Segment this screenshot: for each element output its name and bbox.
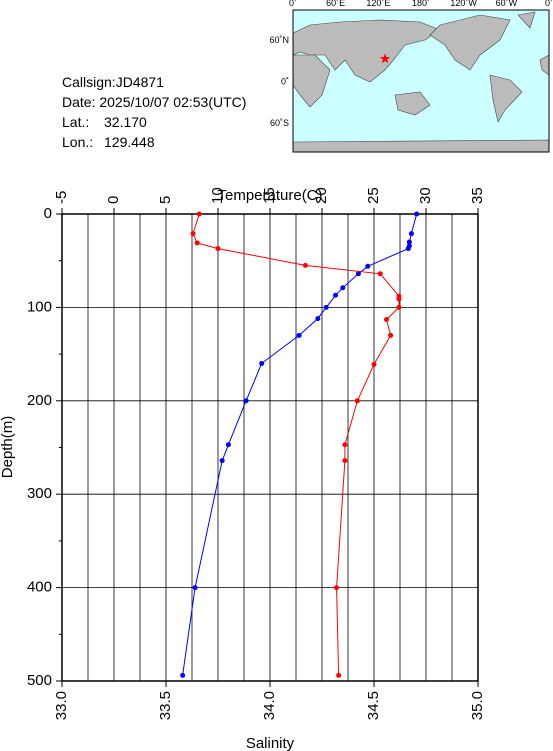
y-tick-label: 200 (27, 392, 52, 409)
x-axis-label: Salinity (246, 735, 295, 751)
callsign: Callsign:JD4871 (62, 74, 164, 90)
profile-point (377, 271, 383, 277)
station-star (379, 53, 391, 64)
y-tick-label: 500 (27, 672, 52, 689)
profile-point (365, 263, 371, 269)
profile-point (219, 458, 225, 464)
profile-point (302, 262, 308, 268)
map-lat-label: 60˚N (269, 35, 289, 45)
profile-point (196, 211, 202, 217)
profile-point (342, 458, 348, 464)
profile-point (414, 211, 420, 217)
map-lon-label: 180˚ (412, 0, 430, 8)
profile-point (180, 672, 186, 678)
x-tick-label: 34.5 (365, 691, 382, 720)
date: Date: 2025/10/07 02:53(UTC) (62, 94, 246, 110)
map-lon-label: 0˚ (545, 0, 553, 8)
profile-point (396, 296, 402, 302)
map-lon-label: 60˚E (326, 0, 345, 8)
x2-axis-label: Temperature(C) (217, 187, 322, 204)
profile-point (405, 246, 411, 252)
profile-point (355, 271, 361, 277)
profile-point (225, 442, 231, 448)
lon-label: Lon.: (62, 134, 93, 150)
x-tick-label: 33.0 (53, 691, 70, 720)
map-lon-label: 120˚W (450, 0, 477, 8)
x2-tick-label: 15 (261, 187, 278, 204)
map (292, 9, 550, 153)
profile-point (323, 304, 329, 310)
profile-point (296, 332, 302, 338)
map-lon-label: 0˚ (289, 0, 297, 8)
x2-tick-label: -5 (53, 191, 70, 204)
x2-tick-label: 0 (105, 196, 122, 204)
y-tick-label: 400 (27, 579, 52, 596)
profile-point (243, 398, 249, 404)
map-lat-label: 60˚S (270, 118, 289, 128)
x-tick-label: 33.5 (157, 691, 174, 720)
x2-tick-label: 20 (313, 187, 330, 204)
lat-label: Lat.: (62, 114, 89, 130)
profile-point (396, 304, 402, 310)
y-tick-label: 300 (27, 485, 52, 502)
profile-point (315, 316, 321, 322)
map-lat-label: 0˚ (281, 77, 289, 87)
profile-point (342, 442, 348, 448)
profile-point (383, 317, 389, 323)
map-frame (292, 9, 550, 153)
profile-point (192, 585, 198, 591)
x-tick-label: 35.0 (469, 691, 486, 720)
x2-tick-label: 35 (469, 187, 486, 204)
profile-point (388, 332, 394, 338)
map-land (292, 11, 550, 153)
lon: 129.448 (104, 134, 155, 150)
x2-tick-label: 25 (365, 187, 382, 204)
lat: 32.170 (104, 114, 147, 130)
profile-point (354, 398, 360, 404)
y-axis-label: Depth(m) (0, 416, 16, 479)
profile-point (259, 360, 265, 366)
x-tick-label: 34.0 (261, 691, 278, 720)
profile-point (215, 246, 221, 252)
profile-point (190, 231, 196, 237)
profile-point (340, 285, 346, 291)
profile-point (334, 585, 340, 591)
profile-point (194, 240, 200, 246)
profile-point (408, 231, 414, 237)
profile-point (336, 672, 342, 678)
y-tick-label: 0 (44, 205, 52, 222)
x2-tick-label: 10 (209, 187, 226, 204)
profile-point (371, 361, 377, 367)
map-lon-label: 60˚W (496, 0, 518, 8)
profile-point (333, 292, 339, 298)
x2-tick-label: 30 (417, 187, 434, 204)
y-tick-label: 100 (27, 298, 52, 315)
profile-point (406, 239, 412, 245)
map-lon-label: 120˚E (366, 0, 390, 8)
x2-tick-label: 5 (157, 196, 174, 204)
